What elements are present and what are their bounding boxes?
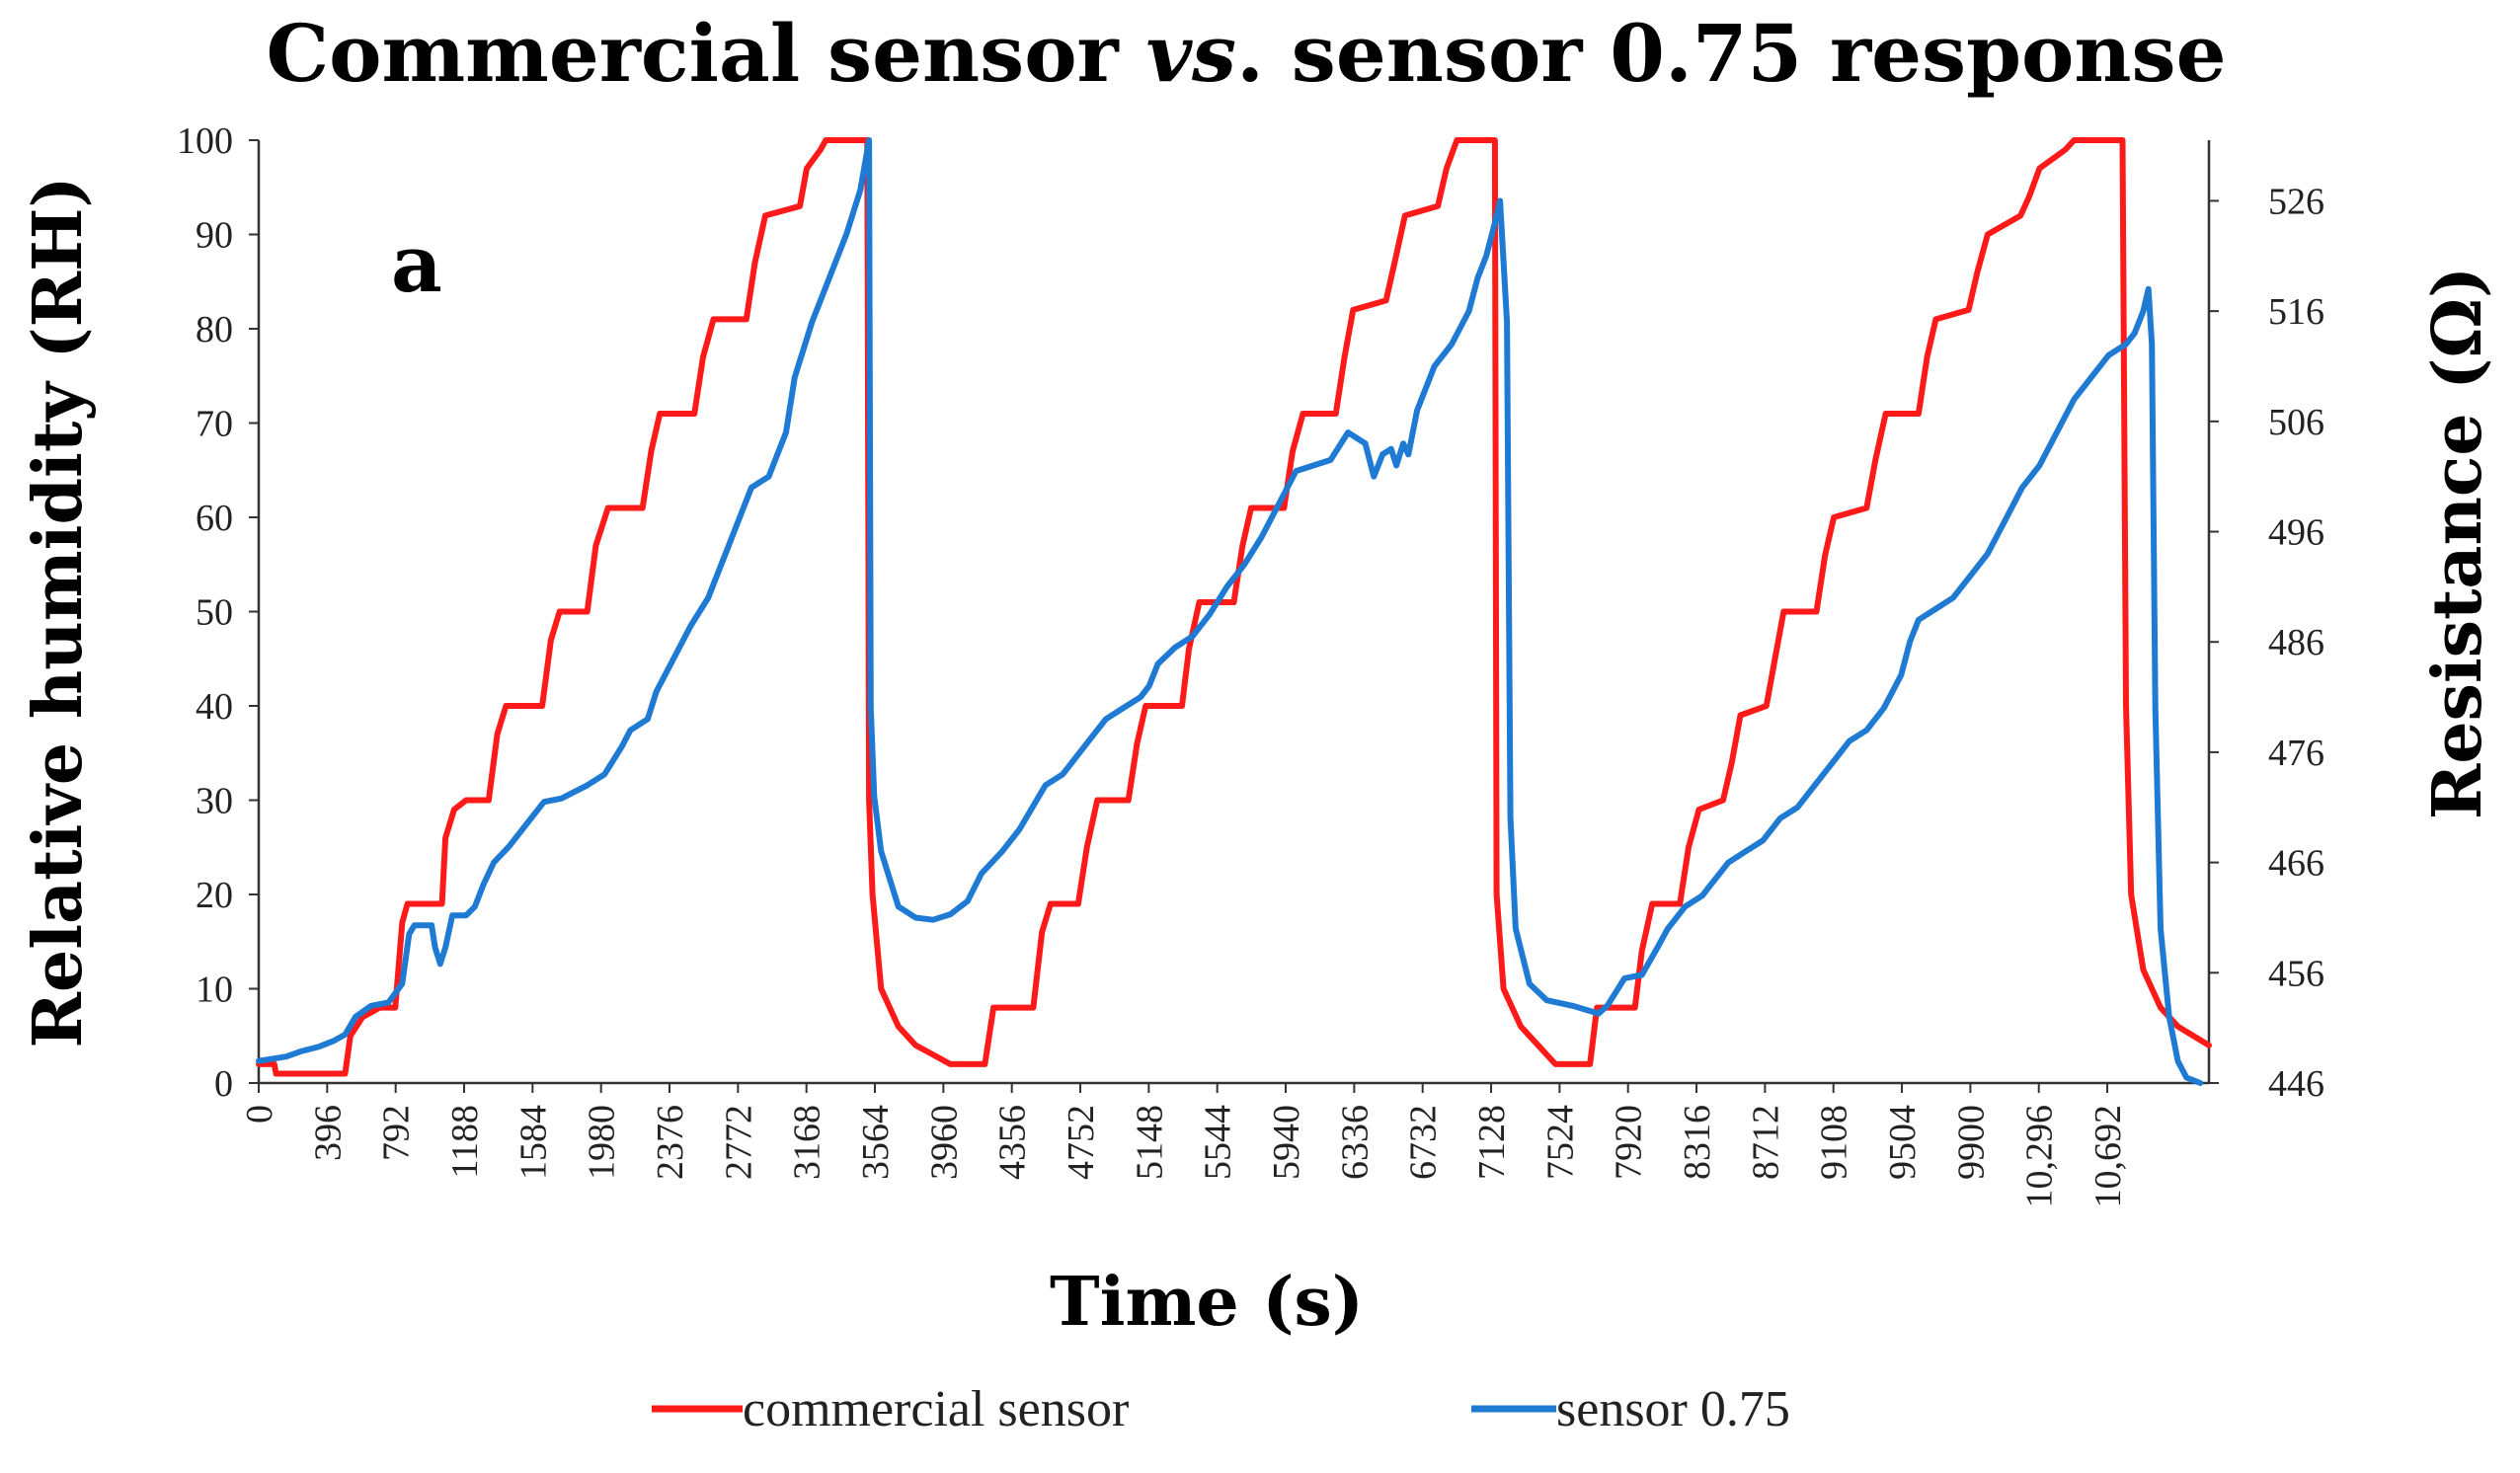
x-tick-label: 3564	[855, 1105, 897, 1180]
y-tick-label: 90	[196, 215, 233, 257]
y2-tick-label: 446	[2268, 1063, 2324, 1105]
x-tick-label: 10,296	[2019, 1105, 2061, 1208]
x-tick-label: 2376	[650, 1105, 691, 1180]
y2-tick-label: 486	[2268, 622, 2324, 663]
x-tick-label: 8712	[1745, 1105, 1786, 1180]
legend-label-sensor: sensor 0.75	[1556, 1381, 1790, 1437]
x-axis-title: Time (s)	[1050, 1263, 1364, 1342]
x-tick-label: 792	[376, 1105, 418, 1161]
x-tick-label: 7524	[1539, 1105, 1581, 1180]
chart-title-prefix: Commercial sensor	[267, 7, 1146, 100]
x-tick-label: 9900	[1950, 1105, 1992, 1180]
panel-label: a	[391, 217, 442, 310]
x-tick-label: 10,692	[2087, 1105, 2129, 1208]
series-group	[256, 137, 2212, 1086]
y2-axis-title: Resistance (Ω)	[2418, 267, 2497, 819]
y-tick-label: 50	[196, 592, 233, 634]
x-tick-label: 8316	[1677, 1105, 1718, 1180]
y2-tick-label: 516	[2268, 291, 2324, 333]
x-tick-label: 1188	[444, 1105, 486, 1179]
x-tick-label: 9108	[1814, 1105, 1855, 1180]
y2-tick-label: 506	[2268, 402, 2324, 443]
x-tick-label: 396	[307, 1105, 349, 1161]
y-tick-label: 70	[196, 404, 233, 445]
x-tick-label: 0	[239, 1105, 280, 1124]
x-tick-label: 6732	[1403, 1105, 1445, 1180]
chart-title-suffix: . sensor 0.75 response	[1236, 7, 2226, 100]
chart-title-italic: vs	[1146, 7, 1237, 100]
x-tick-label: 2772	[718, 1105, 759, 1180]
x-tick-label: 7128	[1471, 1105, 1513, 1180]
series-commercial-sensor	[256, 137, 2212, 1077]
legend: commercial sensor sensor 0.75	[652, 1381, 1790, 1437]
y-tick-label: 60	[196, 498, 233, 539]
x-tick-label: 5148	[1129, 1105, 1170, 1180]
y-tick-label: 20	[196, 875, 233, 916]
x-tick-label: 6336	[1334, 1105, 1376, 1180]
x-tick-label: 3960	[923, 1105, 965, 1180]
x-tick-label: 5544	[1198, 1105, 1239, 1180]
y2-tick-label: 466	[2268, 843, 2324, 885]
y-tick-label: 100	[177, 120, 233, 162]
y-tick-label: 40	[196, 686, 233, 728]
x-tick-label: 3168	[787, 1105, 828, 1180]
y2-tick-label: 496	[2268, 512, 2324, 554]
y2-tick-label: 526	[2268, 181, 2324, 222]
series-sensor-075	[256, 137, 2204, 1086]
axes-group	[257, 140, 2211, 1085]
y-tick-label: 80	[196, 309, 233, 350]
x-tick-label: 4752	[1061, 1105, 1102, 1180]
y2-tick-label: 456	[2268, 953, 2324, 994]
x-tick-label: 9504	[1882, 1105, 1924, 1180]
legend-label-commercial: commercial sensor	[743, 1381, 1129, 1437]
y-axis-title: Relative humidity (RH)	[19, 176, 98, 1047]
x-tick-label: 5940	[1266, 1105, 1307, 1180]
x-tick-label: 7920	[1609, 1105, 1650, 1180]
y-tick-label: 30	[196, 781, 233, 822]
ticks-group: 0102030405060708090100446456466476486496…	[177, 120, 2324, 1208]
y2-tick-label: 476	[2268, 733, 2324, 774]
chart-title: Commercial sensor vs. sensor 0.75 respon…	[267, 7, 2227, 100]
x-tick-label: 1584	[512, 1105, 554, 1180]
y-tick-label: 10	[196, 969, 233, 1011]
y-tick-label: 0	[214, 1063, 233, 1105]
x-tick-label: 4356	[992, 1105, 1034, 1180]
x-tick-label: 1980	[582, 1105, 623, 1180]
